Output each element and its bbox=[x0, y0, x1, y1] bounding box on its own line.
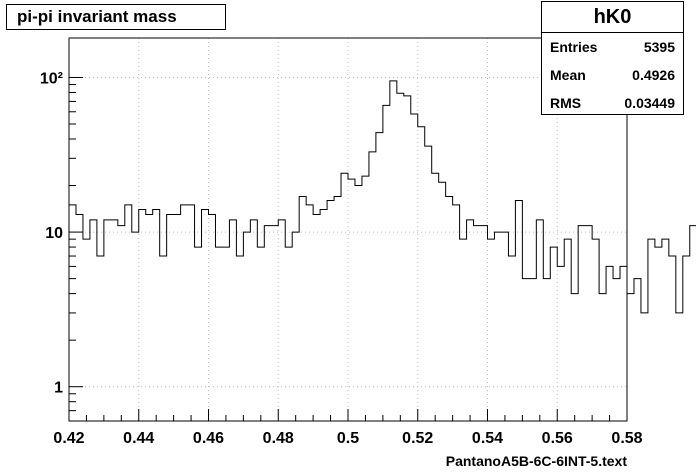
x-tick-label: 0.44 bbox=[123, 430, 154, 447]
stats-box: hK0 Entries 5395 Mean 0.4926 RMS 0.03449 bbox=[541, 1, 684, 115]
x-tick-label: 0.46 bbox=[193, 430, 224, 447]
x-tick-label: 0.5 bbox=[337, 430, 359, 447]
y-tick-label: 10² bbox=[40, 70, 63, 87]
x-tick-label: 0.58 bbox=[611, 430, 642, 447]
x-tick-label: 0.54 bbox=[472, 430, 503, 447]
stats-row-rms: RMS 0.03449 bbox=[542, 89, 683, 117]
x-tick-label: 0.52 bbox=[402, 430, 433, 447]
stats-histogram-name: hK0 bbox=[542, 2, 683, 33]
stats-value: 5395 bbox=[643, 39, 675, 55]
stats-label: Mean bbox=[550, 67, 586, 83]
histogram-title: pi-pi invariant mass bbox=[6, 4, 226, 30]
stats-label: RMS bbox=[550, 95, 582, 111]
histogram-series-line bbox=[69, 80, 696, 314]
x-tick-label: 0.48 bbox=[263, 430, 294, 447]
stats-label: Entries bbox=[550, 39, 598, 55]
grid-lines bbox=[69, 38, 627, 421]
y-tick-label: 1 bbox=[54, 380, 63, 397]
x-tick-label: 0.42 bbox=[53, 430, 84, 447]
x-axis-label: PantanoA5B-6C-6INT-5.text bbox=[446, 453, 628, 469]
stats-row-mean: Mean 0.4926 bbox=[542, 61, 683, 89]
stats-value: 0.4926 bbox=[632, 67, 675, 83]
x-tick-label: 0.56 bbox=[542, 430, 573, 447]
y-tick-label: 10 bbox=[45, 225, 63, 242]
y-axis-ticks: 1 10 10² bbox=[40, 70, 83, 422]
stats-value: 0.03449 bbox=[624, 95, 675, 111]
x-axis-ticks: 0.42 0.44 0.46 0.48 0.5 0.52 0.54 0.56 0.58 bbox=[53, 409, 643, 447]
stats-row-entries: Entries 5395 bbox=[542, 33, 683, 61]
